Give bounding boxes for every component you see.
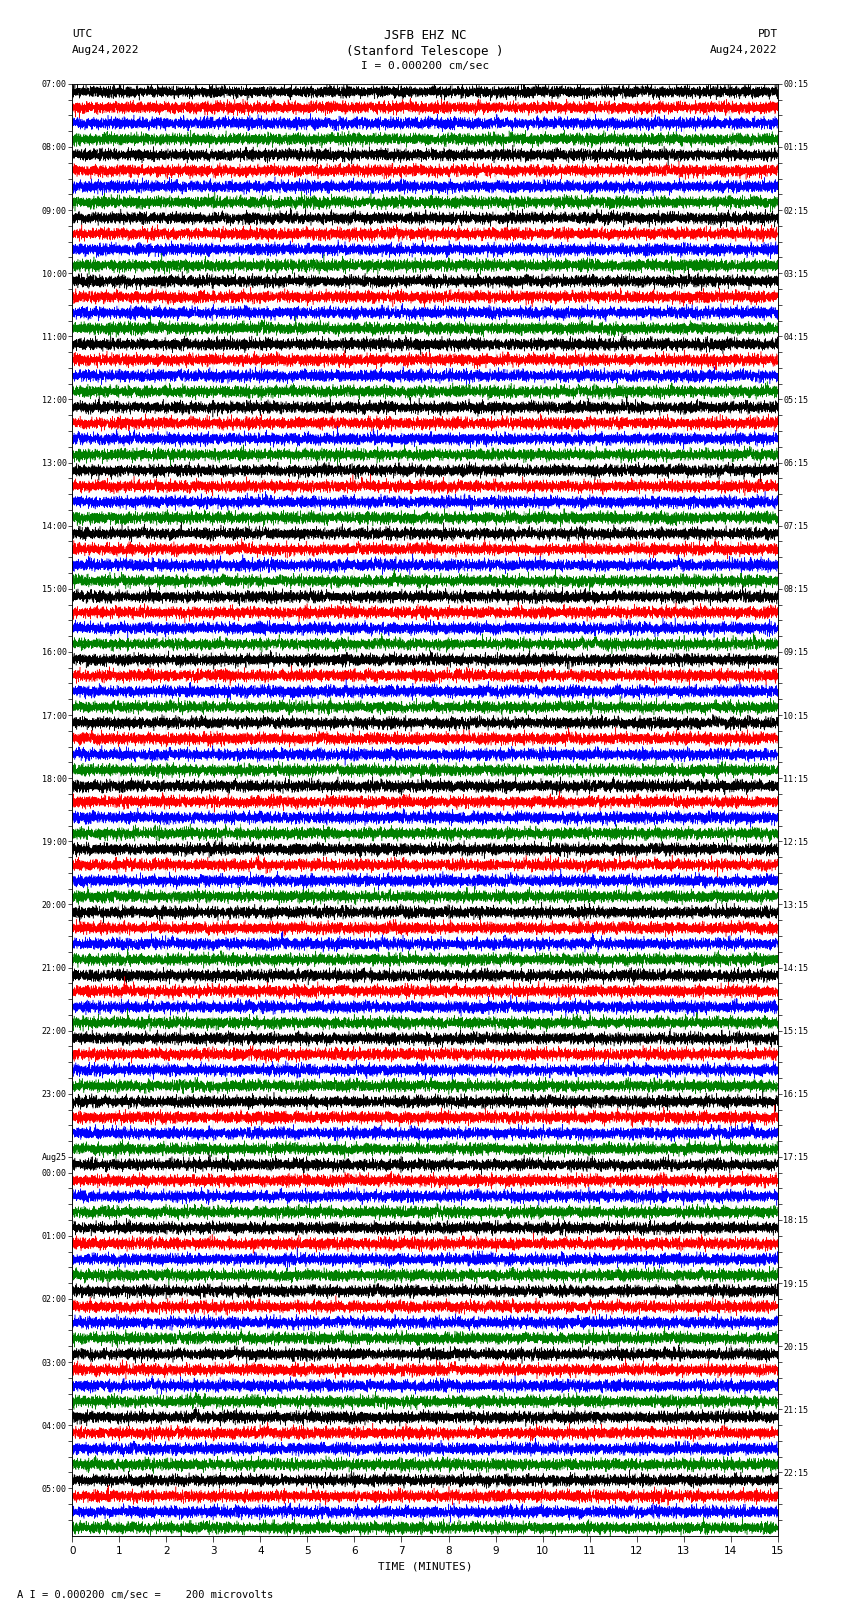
- Text: A I = 0.000200 cm/sec =    200 microvolts: A I = 0.000200 cm/sec = 200 microvolts: [17, 1590, 273, 1600]
- Text: Aug24,2022: Aug24,2022: [711, 45, 778, 55]
- Text: I = 0.000200 cm/sec: I = 0.000200 cm/sec: [361, 61, 489, 71]
- X-axis label: TIME (MINUTES): TIME (MINUTES): [377, 1561, 473, 1571]
- Text: UTC: UTC: [72, 29, 93, 39]
- Text: (Stanford Telescope ): (Stanford Telescope ): [346, 45, 504, 58]
- Text: PDT: PDT: [757, 29, 778, 39]
- Text: Aug24,2022: Aug24,2022: [72, 45, 139, 55]
- Text: JSFB EHZ NC: JSFB EHZ NC: [383, 29, 467, 42]
